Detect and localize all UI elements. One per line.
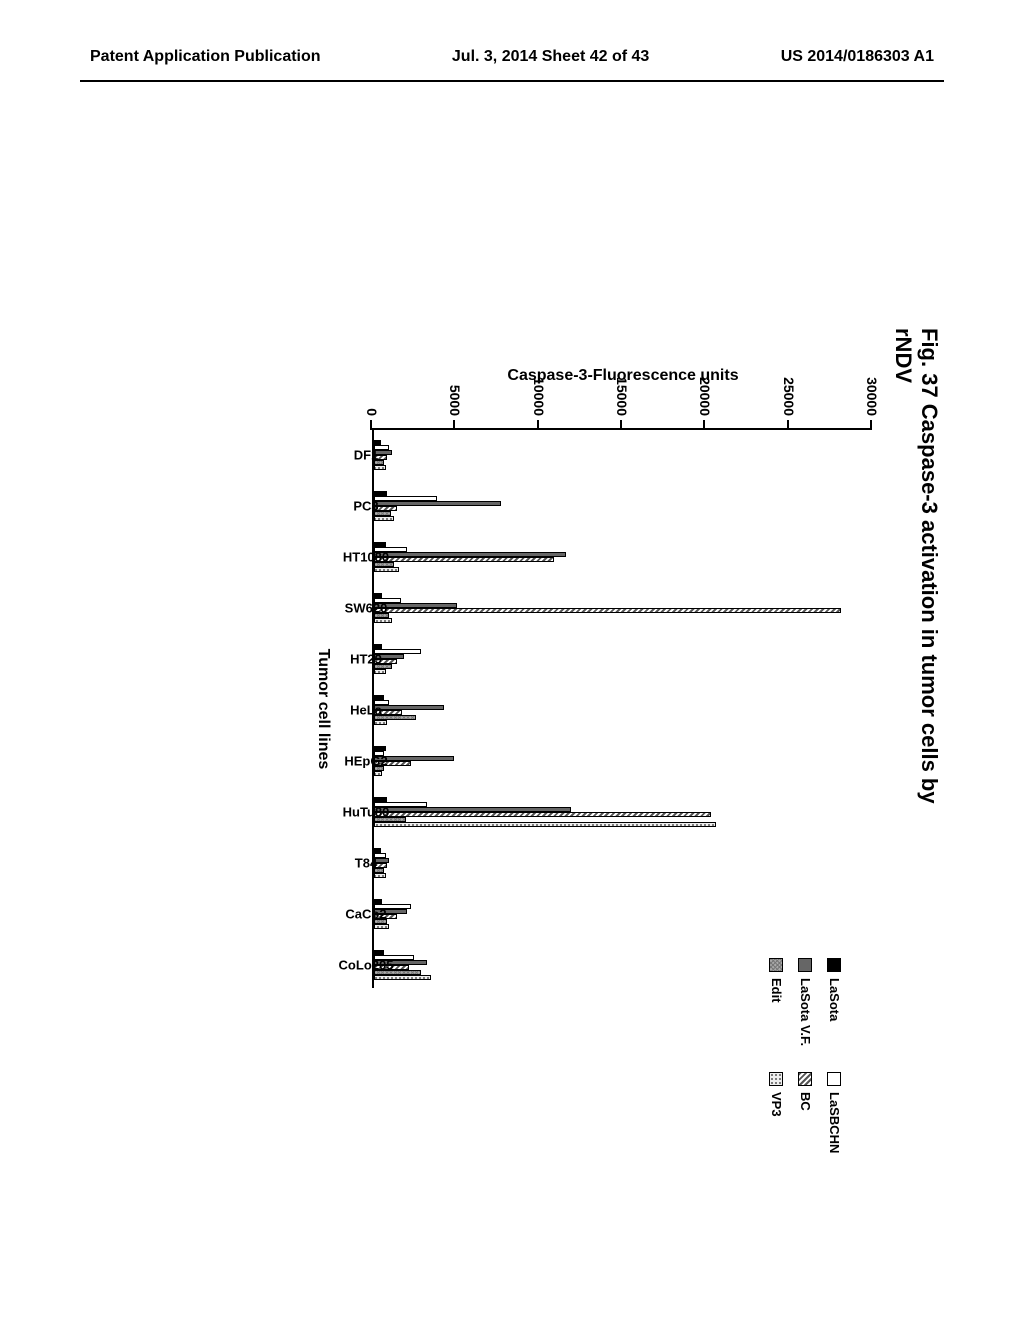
bar-group: HEpG2: [374, 746, 872, 776]
bar: [374, 465, 386, 470]
legend-swatch: [799, 1072, 813, 1086]
legend-swatch: [828, 1072, 842, 1086]
bar-group: SW620: [374, 593, 872, 623]
x-tick-label: SW620: [345, 601, 388, 616]
figure-rotated-container: Fig. 37 Caspase-3 activation in tumor ce…: [112, 278, 912, 1042]
y-tick-label: 0: [364, 408, 380, 416]
bar: [374, 516, 394, 521]
legend-item: BC: [798, 1072, 813, 1178]
bar: [374, 618, 392, 623]
legend-swatch: [828, 958, 842, 972]
y-tick: [620, 420, 622, 430]
bar-group: PC3: [374, 491, 872, 521]
bar: [374, 975, 431, 980]
y-tick: [370, 420, 372, 430]
legend-item: LaSota V.F.: [798, 958, 813, 1064]
x-tick-label: HeLa: [350, 703, 382, 718]
legend-item: LaSBCHN: [827, 1072, 842, 1178]
bar: [374, 557, 554, 562]
legend-item: Edit: [769, 958, 784, 1064]
legend-label: LaSota V.F.: [798, 978, 813, 1046]
y-tick: [703, 420, 705, 430]
legend-label: Edit: [769, 978, 784, 1003]
y-tick: [537, 420, 539, 430]
y-tick-label: 10000: [531, 377, 547, 416]
bar-group: HuTu80: [374, 797, 872, 827]
bar: [374, 720, 387, 725]
bar-group: HT1080: [374, 542, 872, 572]
legend-label: LaSota: [827, 978, 842, 1021]
bar-group: HeLa: [374, 695, 872, 725]
legend-swatch: [799, 958, 813, 972]
bar: [374, 873, 386, 878]
x-tick-label: CoLo205: [339, 957, 394, 972]
y-tick-label: 5000: [447, 385, 463, 416]
legend: LaSota LaSBCHN LaSota V.F. BC Edit VP3: [769, 958, 842, 1178]
legend-label: LaSBCHN: [827, 1092, 842, 1153]
figure-title: Fig. 37 Caspase-3 activation in tumor ce…: [889, 328, 942, 804]
legend-swatch: [770, 1072, 784, 1086]
bar: [374, 669, 386, 674]
x-tick-label: T84: [355, 855, 377, 870]
bar-group: HT29: [374, 644, 872, 674]
x-tick-label: HT29: [350, 652, 382, 667]
y-tick: [453, 420, 455, 430]
bar-group: DF1: [374, 440, 872, 470]
figure-title-line1: Fig. 37 Caspase-3 activation in tumor ce…: [917, 328, 942, 804]
bar: [374, 608, 841, 613]
y-tick: [787, 420, 789, 430]
header-right: US 2014/0186303 A1: [781, 48, 934, 66]
plot-area: Caspase-3-Fluorescence units Tumor cell …: [372, 428, 872, 988]
x-tick-label: HEpG2: [344, 753, 387, 768]
legend-swatch: [770, 958, 784, 972]
page-header: Patent Application Publication Jul. 3, 2…: [0, 48, 1024, 66]
y-tick-label: 30000: [864, 377, 880, 416]
x-tick-label: PC3: [353, 499, 378, 514]
bar: [374, 822, 716, 827]
bar-group: CaCo2: [374, 899, 872, 929]
y-tick-label: 20000: [697, 377, 713, 416]
x-tick-label: DF1: [354, 448, 379, 463]
header-center: Jul. 3, 2014 Sheet 42 of 43: [452, 48, 649, 66]
x-tick-label: CaCo2: [345, 906, 386, 921]
bar-group: T84: [374, 848, 872, 878]
y-tick: [870, 420, 872, 430]
header-rule: [80, 80, 944, 82]
x-tick-label: HuTu80: [343, 804, 390, 819]
y-tick-label: 25000: [781, 377, 797, 416]
bar: [374, 567, 399, 572]
bar-chart: Caspase-3-Fluorescence units Tumor cell …: [312, 358, 872, 1038]
bar: [374, 812, 711, 817]
x-axis-label: Tumor cell lines: [314, 649, 332, 770]
legend-label: VP3: [769, 1092, 784, 1117]
legend-item: VP3: [769, 1072, 784, 1178]
bar: [374, 924, 389, 929]
bar: [374, 771, 382, 776]
legend-item: LaSota: [827, 958, 842, 1064]
figure-title-line2: rNDV: [891, 328, 916, 383]
header-left: Patent Application Publication: [90, 48, 321, 66]
legend-label: BC: [798, 1092, 813, 1111]
y-tick-label: 15000: [614, 377, 630, 416]
x-tick-label: HT1080: [343, 550, 389, 565]
